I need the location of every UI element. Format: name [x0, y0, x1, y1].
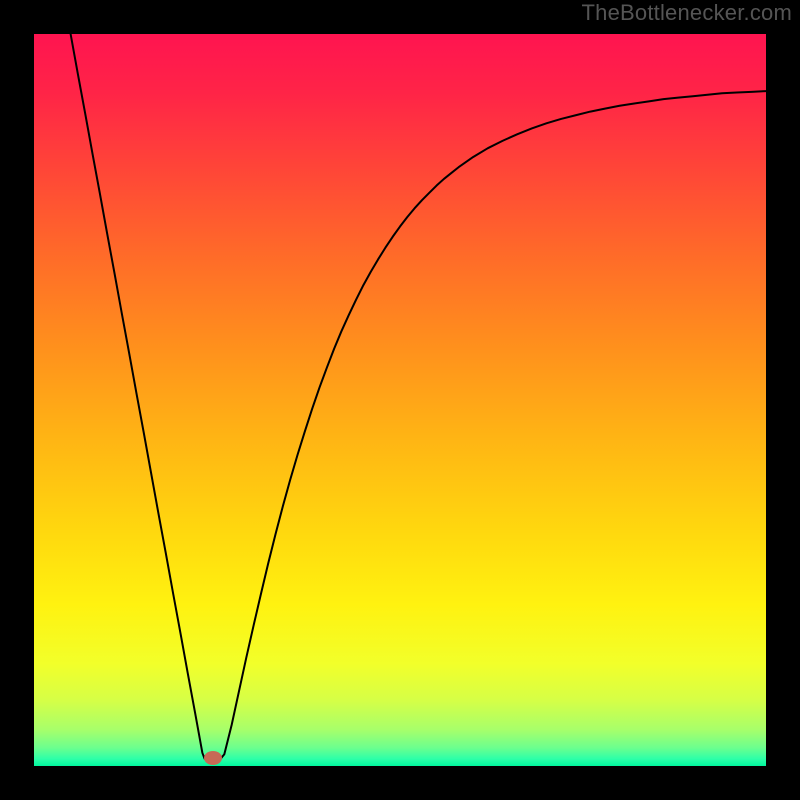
plot-area — [34, 34, 766, 766]
optimal-point-marker — [202, 749, 224, 767]
chart-container: TheBottlenecker.com — [0, 0, 800, 800]
bottleneck-curve — [34, 34, 766, 766]
attribution-label: TheBottlenecker.com — [582, 0, 792, 26]
